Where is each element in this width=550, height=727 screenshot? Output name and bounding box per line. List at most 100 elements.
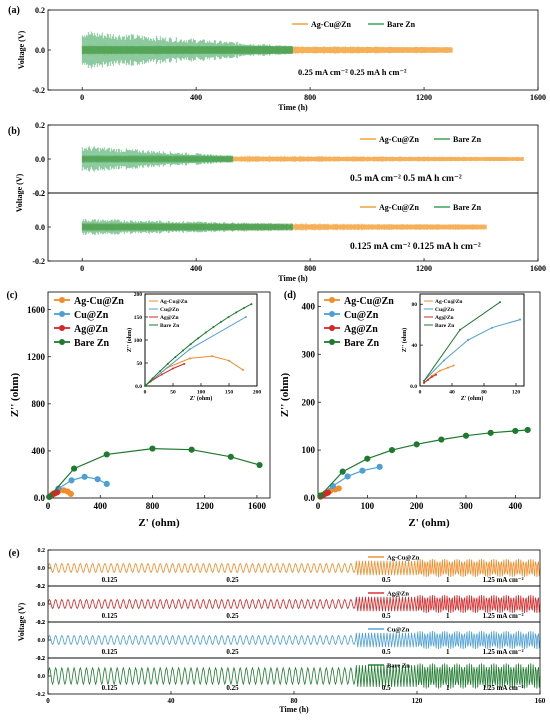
panel-e-rate-label: 1.25 mA cm⁻² xyxy=(483,648,524,656)
panel-e-rate-label: 0.5 xyxy=(382,576,391,584)
panel-c-legend-label: Ag-Cu@Zn xyxy=(74,296,124,307)
panel-d-inset-point xyxy=(423,379,425,382)
panel-e-trace-0 xyxy=(47,558,541,578)
panel-e-rate-label: 0.25 xyxy=(226,612,239,620)
panel-e-rate-label: 0.25 xyxy=(226,648,239,656)
panel-c-ytick-label: 800 xyxy=(32,399,46,409)
panel-b-xtick-label: 800 xyxy=(304,264,316,273)
panel-c-inset-point xyxy=(149,380,152,383)
panel-a-xtick-label: 0 xyxy=(80,93,84,102)
panel-d-inset-legend-label: Bare Zn xyxy=(435,323,454,329)
panel-d-legend-marker xyxy=(329,325,335,331)
panel-a-legend-agcu-label: Ag-Cu@Zn xyxy=(311,20,351,29)
panel-c-inset-point xyxy=(242,307,245,310)
panel-a-xtick-label: 1200 xyxy=(416,93,432,102)
panel-e-0-ytick-label: -0.2 xyxy=(36,584,46,590)
panel-e-xlabel: Time (h) xyxy=(279,705,309,714)
panel-c-inset-point xyxy=(204,331,207,334)
panel-e-legend-3-label: Bare Zn xyxy=(387,662,410,669)
panel-d-inset-point xyxy=(423,381,425,384)
panel-e-rate-label: 0.5 xyxy=(382,612,391,620)
panel-e-legend-2-label: Cu@Zn xyxy=(387,626,410,633)
panel-e-rate-label: 1 xyxy=(446,684,450,692)
panel-c-inset-point xyxy=(174,356,177,359)
panel-c-inset-legend-label: Cu@Zn xyxy=(160,307,179,313)
panel-c-inset-xtick-label: 200 xyxy=(253,390,262,396)
panel-b-bottom-trace xyxy=(81,218,293,236)
panel-c-inset-series-2 xyxy=(150,363,185,382)
panel-c-inset-point xyxy=(242,368,244,371)
panel-d-series-1-point xyxy=(359,467,366,474)
panel-d-series-3-point xyxy=(413,441,420,448)
panel-b-top-annotation: 0.5 mA cm⁻² 0.5 mA h cm⁻² xyxy=(350,174,462,184)
panel-d-inset-point xyxy=(452,364,455,367)
panel-c-inset-point xyxy=(227,316,230,319)
panel-d-legend-label: Cu@Zn xyxy=(344,310,379,321)
panel-c-series-3-point xyxy=(103,451,110,458)
panel-c-inset-xtick-label: 100 xyxy=(197,390,206,396)
panel-d-xtick-label: 300 xyxy=(459,501,473,511)
panel-b-bottom-ytick-label: 0.0 xyxy=(35,223,45,232)
panel-a-xtick-label: 800 xyxy=(304,93,316,102)
panel-c-inset-xlabel: Z' (ohm) xyxy=(190,395,213,402)
panel-c-inset-point xyxy=(144,385,146,387)
panel-e-rate-label: 1 xyxy=(446,576,450,584)
panel-d-xtick-label: 400 xyxy=(509,501,523,511)
panel-e-trace-3 xyxy=(47,663,541,689)
panel-c-inset-point xyxy=(235,311,238,314)
panel-d-inset-point xyxy=(519,318,521,321)
panel-d-inset-xtick-label: 120 xyxy=(512,390,521,396)
panel-c-series-1-point xyxy=(81,473,88,480)
panel-d-series-2-point xyxy=(324,489,331,496)
panel-e-3-ytick-label: 0.2 xyxy=(38,656,46,662)
panel-c-legend-label: Ag@Zn xyxy=(74,324,108,335)
panel-c-series-3-point xyxy=(227,453,234,460)
panel-d-inset-legend-label: Ag@Zn xyxy=(435,315,454,321)
panel-e-2-ytick-label: -0.2 xyxy=(36,656,46,662)
panel-e-0-ytick-label: 0.0 xyxy=(38,566,46,572)
panel-e-trace-1 xyxy=(47,594,541,614)
panel-e-rate-label: 1 xyxy=(446,612,450,620)
panel-c-inset-point xyxy=(151,377,154,380)
panel-c-legend-marker xyxy=(59,311,65,317)
panel-e-xtick-label: 0 xyxy=(46,697,50,705)
panel-a-ytick-label: 0.2 xyxy=(35,6,45,15)
panel-d-inset-point xyxy=(491,326,493,329)
panel-c-ytick-label: 400 xyxy=(32,446,46,456)
panel-d-ytick-label: 200 xyxy=(302,397,316,407)
panel-c-inset-legend-label: Bare Zn xyxy=(160,323,179,329)
panel-e-rate-label: 0.125 xyxy=(102,648,118,656)
panel-c-inset-point xyxy=(189,343,192,346)
panel-c-inset-xtick-label: 0 xyxy=(144,390,147,396)
panel-d-inset-ytick-label: 80 xyxy=(412,302,418,308)
panel-e-rate-label: 1 xyxy=(446,648,450,656)
panel-c-ytick-label: 1600 xyxy=(27,305,46,315)
panel-d-inset-legend-label: Ag-Cu@Zn xyxy=(435,299,462,305)
panel-c-inset-ytick-label: 150 xyxy=(134,315,143,321)
panel-c-legend-label: Cu@Zn xyxy=(74,310,109,321)
panel-b-top-ytick-label: -0.2 xyxy=(32,189,45,198)
panel-d-legend-label: Ag-Cu@Zn xyxy=(344,296,394,307)
panel-e-3-ytick-label: -0.2 xyxy=(36,692,46,698)
panel-d-inset-point xyxy=(427,378,429,381)
panel-e-rate-label: 0.125 xyxy=(102,612,118,620)
panel-d-legend-marker xyxy=(329,339,335,345)
panel-e-xtick-label: 80 xyxy=(291,697,299,705)
panel-b-bottom-legend-bare-label: Bare Zn xyxy=(453,203,482,212)
panel-d-xtick-label: 100 xyxy=(361,501,375,511)
panel-a-xlabel: Time (h) xyxy=(278,103,308,112)
panel-c-ytick-label: 1200 xyxy=(27,352,46,362)
panel-c-inset-point xyxy=(197,337,200,340)
panel-d-inset-xlabel: Z' (ohm) xyxy=(461,395,484,402)
panel-b-bottom-ytick-label: -0.2 xyxy=(32,257,45,266)
panel-d-ytick-label: 400 xyxy=(302,302,316,312)
panel-a-label: (a) xyxy=(8,5,20,16)
panel-b-top-ytick-label: 0.2 xyxy=(35,121,45,130)
panel-e-rate-label: 0.5 xyxy=(382,684,391,692)
panel-d-ytick-label: 300 xyxy=(302,349,316,359)
panel-e-0-ytick-label: 0.2 xyxy=(38,548,46,554)
panel-d-series-3-point xyxy=(512,427,519,435)
panel-d-inset-point xyxy=(447,366,449,369)
panel-e-rate-label: 1.25 mA cm⁻² xyxy=(483,612,524,620)
panel-d-inset-ytick-label: 0.0 xyxy=(410,384,417,390)
